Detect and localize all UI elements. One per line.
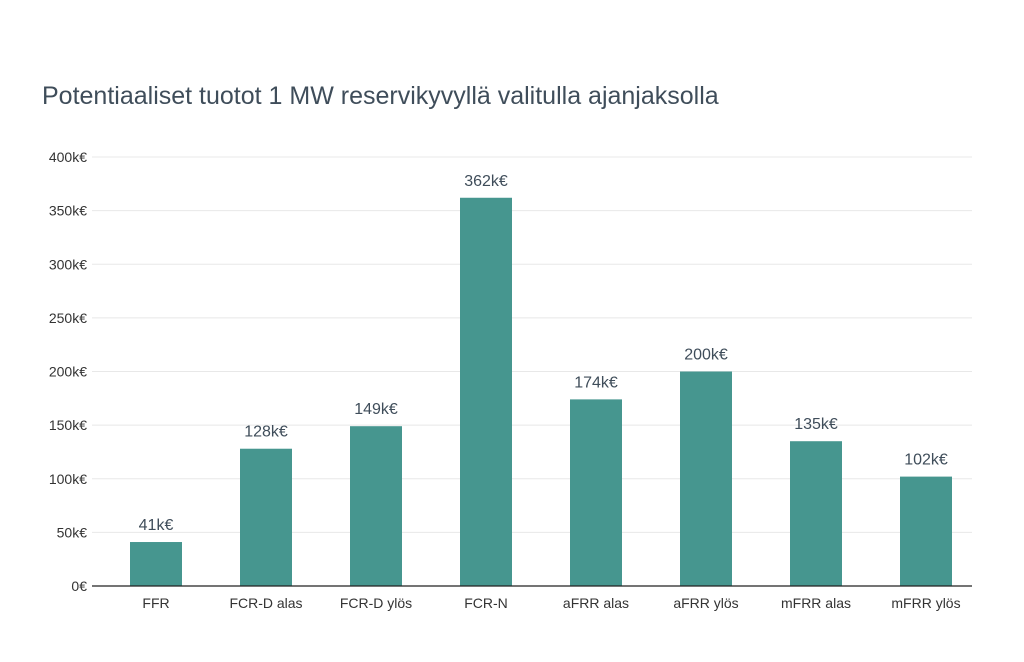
y-tick-label: 250k€ <box>49 310 87 326</box>
data-label: 128k€ <box>244 424 288 441</box>
data-label: 41k€ <box>139 517 174 534</box>
bar <box>790 441 842 586</box>
y-tick-label: 0€ <box>71 578 87 594</box>
bar <box>460 197 512 586</box>
gridlines <box>92 156 972 533</box>
x-tick-label: aFRR alas <box>563 595 629 611</box>
y-tick-label: 300k€ <box>49 256 87 272</box>
bars <box>130 197 952 586</box>
bar <box>680 371 732 586</box>
bar <box>130 542 182 586</box>
bar <box>570 399 622 586</box>
y-tick-label: 100k€ <box>49 471 87 487</box>
data-label: 102k€ <box>904 452 948 469</box>
x-tick-label: mFRR alas <box>781 595 851 611</box>
x-tick-label: FCR-D ylös <box>340 595 412 611</box>
data-label: 174k€ <box>574 374 618 391</box>
x-tick-label: FCR-D alas <box>229 595 302 611</box>
x-tick-label: FCR-N <box>464 595 508 611</box>
y-tick-label: 200k€ <box>49 364 87 380</box>
chart-title: Potentiaaliset tuotot 1 MW reservikyvyll… <box>42 82 719 110</box>
y-tick-label: 350k€ <box>49 203 87 219</box>
y-tick-label: 50k€ <box>57 524 88 540</box>
data-label: 362k€ <box>464 173 508 190</box>
data-label: 200k€ <box>684 347 728 364</box>
bar <box>900 476 952 586</box>
data-label: 149k€ <box>354 401 398 418</box>
bar <box>350 426 402 586</box>
data-labels: 41k€ 128k€ 149k€ 362k€ 174k€ 200k€ 135k€ 102k€ <box>139 173 948 534</box>
x-axis-ticks: FFR FCR-D alas FCR-D ylös FCR-N aFRR alas aFR… <box>142 595 960 611</box>
x-tick-label: FFR <box>142 595 169 611</box>
data-label: 135k€ <box>794 416 838 433</box>
x-tick-label: mFRR ylös <box>891 595 960 611</box>
y-tick-label: 150k€ <box>49 417 87 433</box>
y-axis-ticks: 0€ 50k€ 100k€ 150k€ 200k€ 250k€ 300k€ 350k€ 400k… <box>49 149 87 594</box>
x-tick-label: aFRR ylös <box>673 595 738 611</box>
y-tick-label: 400k€ <box>49 149 87 165</box>
bar <box>240 448 292 586</box>
